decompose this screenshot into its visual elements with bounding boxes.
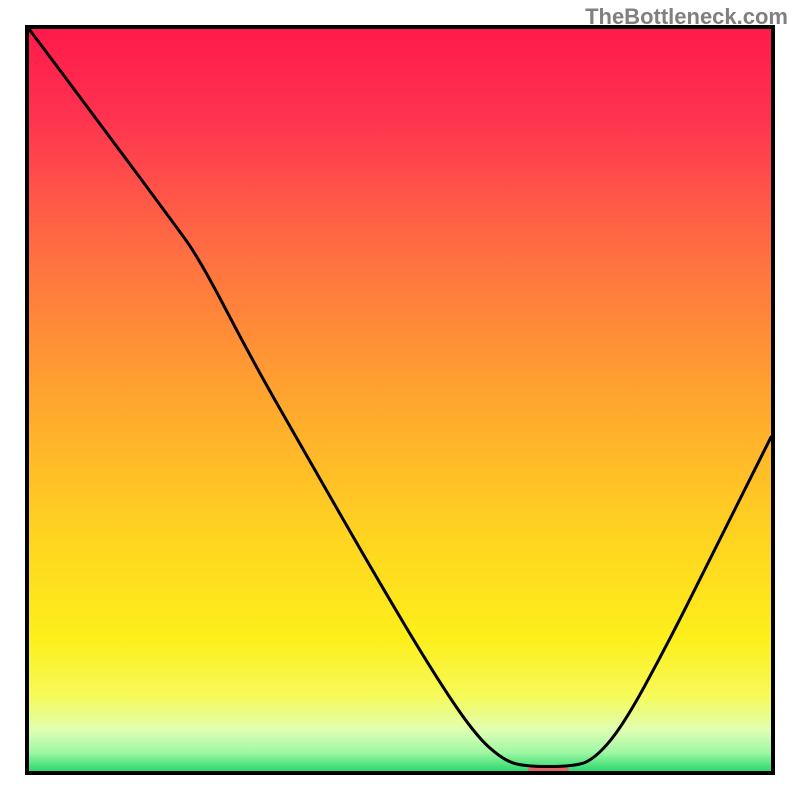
chart-container: TheBottleneck.com: [0, 0, 800, 800]
bottleneck-curve-chart: [0, 0, 800, 800]
watermark-text: TheBottleneck.com: [585, 4, 788, 30]
